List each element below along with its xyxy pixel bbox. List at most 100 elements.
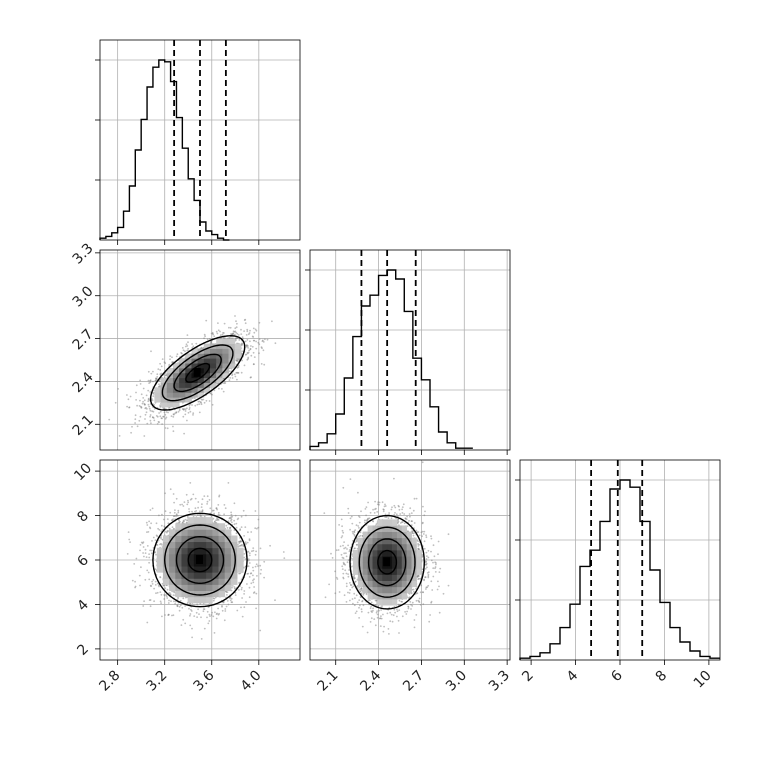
scatter-point	[159, 369, 162, 371]
density-cell	[185, 353, 192, 359]
scatter-point	[169, 355, 172, 357]
scatter-point	[150, 522, 153, 525]
scatter-point	[197, 501, 200, 503]
scatter-point	[233, 331, 236, 333]
scatter-point	[259, 629, 262, 632]
scatter-point	[147, 389, 150, 392]
scatter-point	[149, 526, 151, 529]
density-cell	[228, 363, 236, 369]
scatter-point	[157, 368, 160, 370]
scatter-point	[147, 400, 150, 403]
scatter-point	[241, 615, 244, 618]
density-cell	[179, 377, 186, 384]
scatter-point	[191, 397, 194, 399]
scatter-point	[142, 541, 145, 544]
density-cell	[154, 392, 161, 398]
scatter-point	[155, 377, 157, 380]
scatter-point	[184, 413, 187, 416]
scatter-point	[155, 592, 157, 595]
scatter-point	[236, 371, 239, 374]
scatter-point	[134, 586, 137, 589]
scatter-point	[243, 556, 246, 559]
scatter-point	[247, 572, 250, 575]
density-cell	[222, 358, 229, 364]
density-cell	[228, 343, 236, 349]
scatter-point	[238, 572, 241, 575]
scatter-point	[160, 365, 163, 368]
scatter-point	[151, 580, 154, 583]
scatter-point	[244, 558, 247, 560]
p1-marginal-frame	[99, 39, 301, 241]
scatter-point	[182, 618, 185, 621]
scatter-point	[189, 498, 192, 501]
scatter-point	[175, 355, 178, 358]
scatter-point	[251, 550, 253, 553]
density-cell	[172, 363, 180, 369]
scatter-point	[183, 432, 186, 435]
scatter-point	[211, 332, 214, 334]
scatter-point	[255, 340, 257, 343]
scatter-point	[164, 510, 167, 513]
scatter-point	[245, 514, 247, 517]
scatter-point	[233, 586, 236, 588]
scatter-point	[217, 512, 220, 514]
density-cell	[191, 363, 199, 369]
scatter-point	[194, 510, 196, 513]
scatter-point	[216, 332, 219, 335]
scatter-point	[217, 513, 220, 516]
scatter-point	[215, 330, 218, 333]
histogram-step	[309, 269, 473, 450]
scatter-point	[206, 338, 209, 341]
density-cell	[154, 387, 161, 393]
scatter-point	[248, 538, 251, 541]
scatter-point	[189, 614, 191, 617]
scatter-point	[173, 600, 175, 603]
density-cell	[222, 372, 229, 379]
scatter-point	[211, 611, 214, 614]
scatter-point	[252, 327, 255, 330]
scatter-point	[235, 320, 237, 323]
scatter-point	[231, 374, 234, 377]
scatter-point	[179, 604, 182, 607]
scatter-point	[187, 347, 190, 350]
scatter-point	[234, 591, 237, 594]
scatter-point	[161, 513, 163, 516]
scatter-point	[143, 399, 146, 402]
density-cell	[160, 392, 168, 398]
scatter-point	[212, 517, 215, 520]
scatter-point	[248, 349, 251, 352]
scatter-point	[191, 636, 194, 639]
scatter-point	[247, 558, 250, 560]
density-cell	[203, 343, 211, 349]
scatter-point	[240, 588, 243, 591]
scatter-point	[161, 358, 164, 360]
density-cell	[179, 358, 186, 364]
scatter-point	[145, 394, 148, 397]
scatter-point	[206, 616, 208, 619]
scatter-point	[108, 418, 111, 421]
scatter-point	[169, 488, 172, 491]
scatter-point	[244, 340, 247, 343]
scatter-point	[155, 522, 158, 525]
scatter-point	[203, 515, 206, 518]
scatter-point	[147, 370, 150, 373]
scatter-point	[258, 321, 261, 324]
density-cell	[191, 348, 199, 354]
scatter-point	[147, 403, 150, 406]
scatter-point	[252, 549, 255, 552]
scatter-point	[246, 339, 249, 341]
scatter-point	[206, 610, 209, 613]
scatter-point	[214, 611, 216, 614]
scatter-point	[143, 600, 146, 603]
scatter-point	[184, 518, 187, 521]
scatter-point	[246, 330, 249, 333]
scatter-point	[233, 333, 236, 336]
scatter-point	[152, 579, 155, 581]
density-cell	[197, 372, 205, 379]
scatter-point	[237, 517, 240, 520]
scatter-point	[181, 408, 184, 410]
scatter-point	[142, 397, 145, 399]
scatter-point	[195, 510, 198, 512]
scatter-point	[146, 621, 149, 624]
